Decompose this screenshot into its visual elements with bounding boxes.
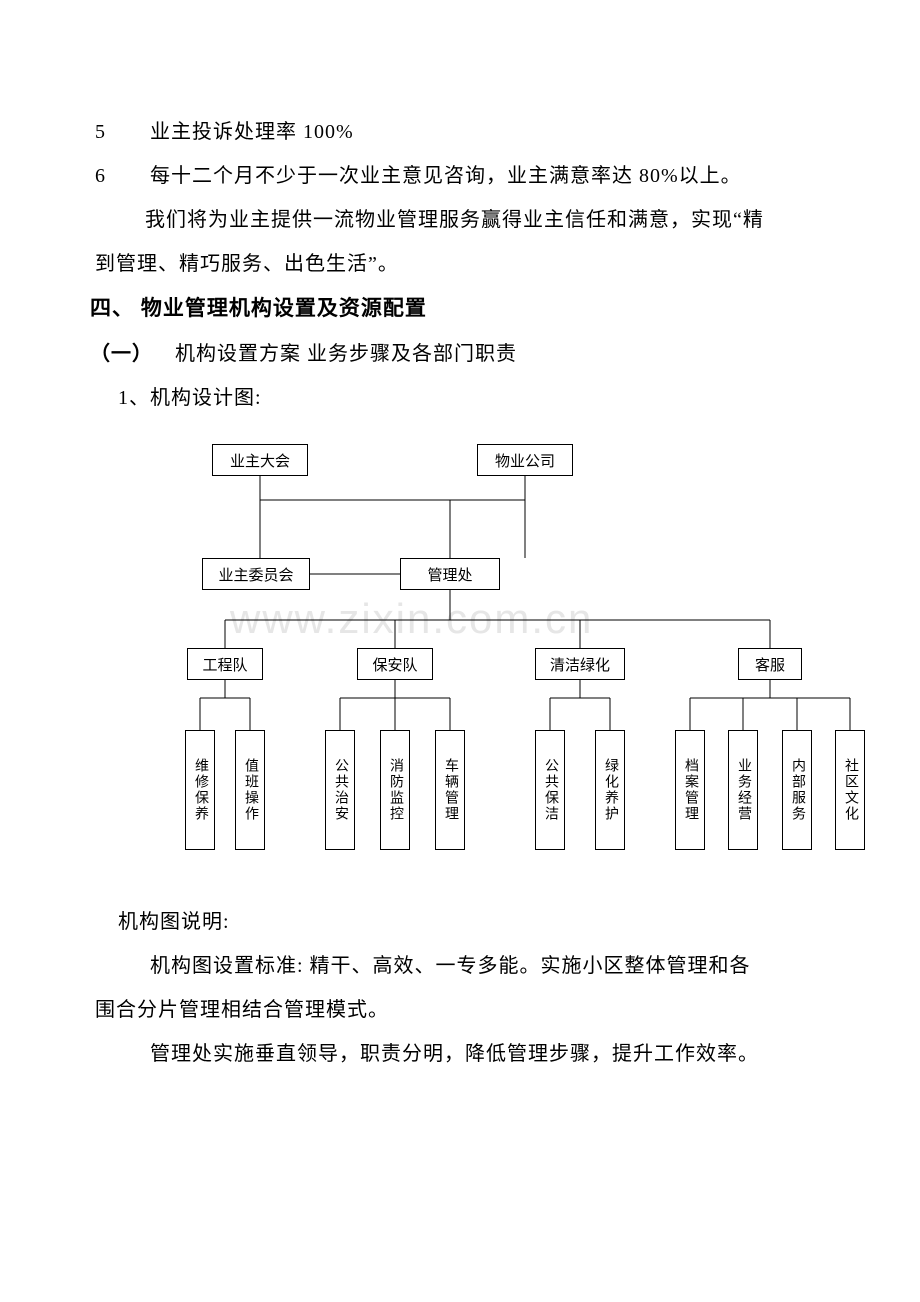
org-leaf-public-cleaning: 公共保洁 xyxy=(535,730,565,850)
org-leaf-public-security: 公共治安 xyxy=(325,730,355,850)
diagram-title: 1、机构设计图: xyxy=(90,376,830,420)
document-page: 5 业主投诉处理率 100% 6 每十二个月不少于一次业主意见咨询，业主满意率达… xyxy=(0,0,920,1136)
org-leaf-community-culture: 社区文化 xyxy=(835,730,865,850)
org-node-customer-service: 客服 xyxy=(738,648,802,680)
subsection-text: 机构设置方案 业务步骤及各部门职责 xyxy=(175,343,517,365)
org-node-management-office: 管理处 xyxy=(400,558,500,590)
org-leaf-fire-monitor: 消防监控 xyxy=(380,730,410,850)
subsection-heading: （一） 机构设置方案 业务步骤及各部门职责 xyxy=(90,332,830,376)
org-chart: www.zixin.com.cn xyxy=(180,440,880,880)
description-line: 机构图设置标准: 精干、高效、一专多能。实施小区整体管理和各 xyxy=(90,944,830,988)
org-leaf-business-ops: 业务经营 xyxy=(728,730,758,850)
org-node-property-company: 物业公司 xyxy=(477,444,573,476)
paragraph-line: 我们将为业主提供一流物业管理服务赢得业主信任和满意，实现“精 xyxy=(90,198,830,242)
org-leaf-greening: 绿化养护 xyxy=(595,730,625,850)
section-heading-4: 四、 物业管理机构设置及资源配置 xyxy=(90,286,830,332)
list-item-6: 6 每十二个月不少于一次业主意见咨询，业主满意率达 80%以上。 xyxy=(90,154,830,198)
list-number: 5 xyxy=(90,110,150,154)
description-line: 管理处实施垂直领导，职责分明，降低管理步骤，提升工作效率。 xyxy=(90,1032,830,1076)
org-leaf-archives: 档案管理 xyxy=(675,730,705,850)
list-item-5: 5 业主投诉处理率 100% xyxy=(90,110,830,154)
paragraph-line: 到管理、精巧服务、出色生活”。 xyxy=(90,242,830,286)
org-leaf-internal-service: 内部服务 xyxy=(782,730,812,850)
list-number: 6 xyxy=(90,154,150,198)
org-node-cleaning: 清洁绿化 xyxy=(535,648,625,680)
subsection-prefix: （一） xyxy=(90,343,153,365)
org-leaf-maintenance: 维修保养 xyxy=(185,730,215,850)
org-node-security: 保安队 xyxy=(357,648,433,680)
org-leaf-duty-ops: 值班操作 xyxy=(235,730,265,850)
org-leaf-vehicle-mgmt: 车辆管理 xyxy=(435,730,465,850)
list-text: 业主投诉处理率 100% xyxy=(150,110,354,154)
description-title: 机构图说明: xyxy=(90,900,830,944)
description-line: 围合分片管理相结合管理模式。 xyxy=(90,988,830,1032)
list-text: 每十二个月不少于一次业主意见咨询，业主满意率达 80%以上。 xyxy=(150,154,742,198)
org-node-owners-assembly: 业主大会 xyxy=(212,444,308,476)
org-node-engineering: 工程队 xyxy=(187,648,263,680)
org-node-owners-committee: 业主委员会 xyxy=(202,558,310,590)
